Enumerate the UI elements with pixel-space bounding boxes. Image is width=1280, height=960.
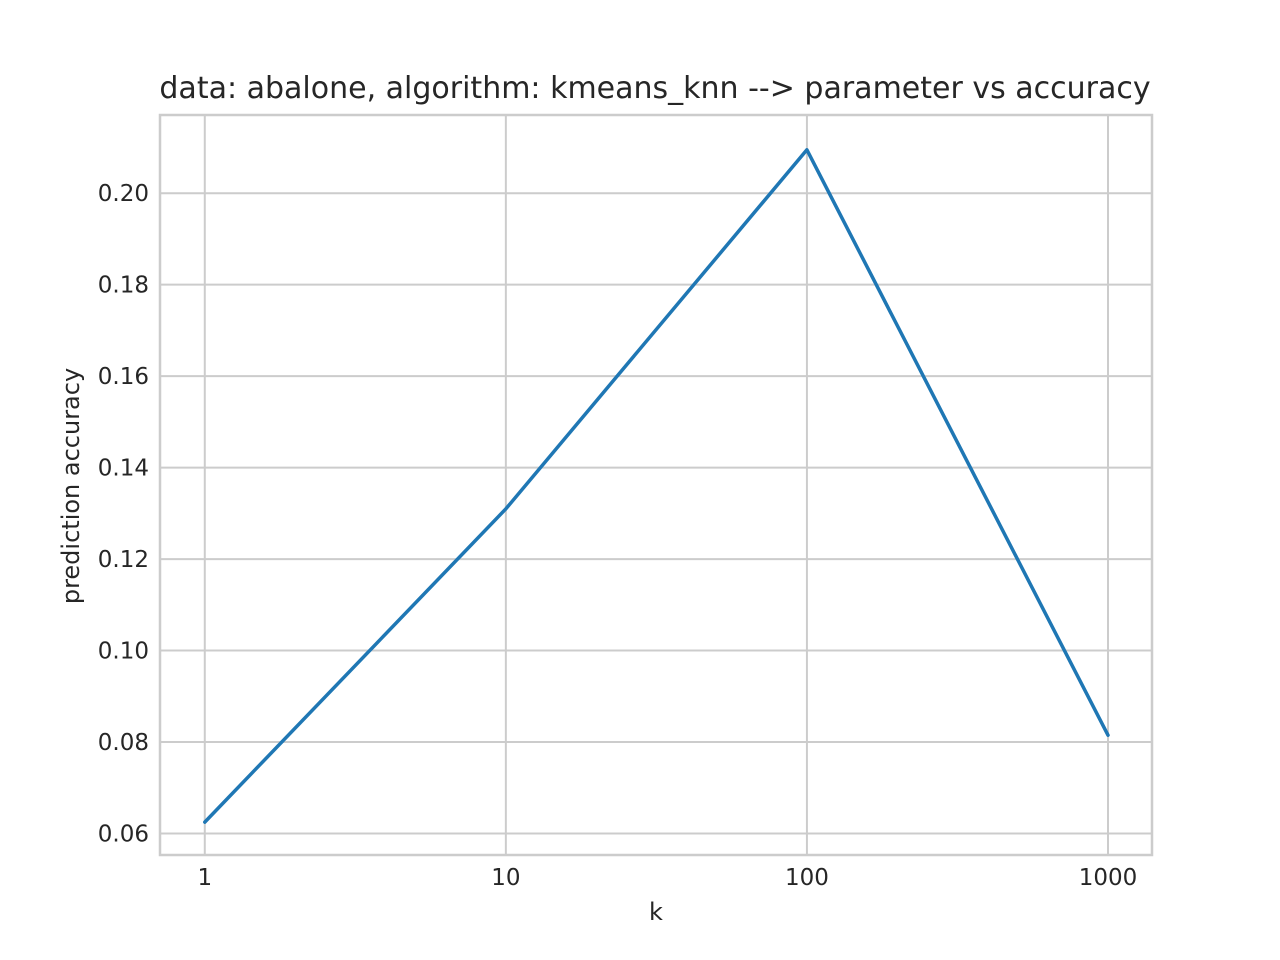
y-tick-label: 0.10 [98,639,149,665]
y-tick-label: 0.08 [98,730,149,756]
x-tick-label: 1000 [1079,865,1138,891]
series-line [203,148,1110,824]
y-tick-label: 0.06 [98,822,149,848]
chart-title: data: abalone, algorithm: kmeans_knn -->… [159,71,1150,106]
grid-lines [160,115,1152,855]
series-layer [203,148,1110,824]
y-axis-label: prediction accuracy [57,368,85,604]
x-tick-label: 100 [785,865,829,891]
x-tick-label: 1 [197,865,212,891]
x-tick-label: 10 [491,865,520,891]
y-tick-label: 0.14 [98,456,149,482]
plot-frame [158,113,1154,857]
y-tick-label: 0.16 [98,364,149,390]
x-axis-label: k [649,898,663,926]
x-tick-labels: 1 10 100 1000 [197,865,1137,891]
y-tick-labels: 0.06 0.08 0.10 0.12 0.14 0.16 0.18 0.20 [98,181,149,847]
y-tick-label: 0.20 [98,181,149,207]
y-tick-label: 0.18 [98,273,149,299]
y-tick-label: 0.12 [98,547,149,573]
